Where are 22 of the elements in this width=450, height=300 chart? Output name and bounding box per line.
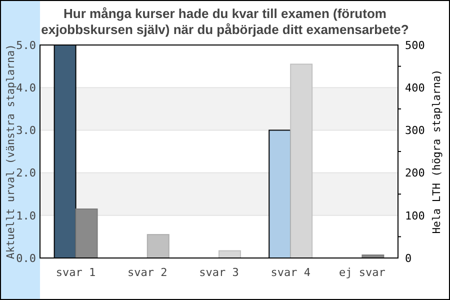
bar: [75, 208, 98, 258]
y-tick-label: 5.0: [16, 38, 36, 52]
x-tick-label: svar 3: [199, 266, 239, 279]
y-tick-label: 0.0: [16, 252, 36, 265]
y-tick-label: 1.0: [16, 209, 36, 222]
bar: [146, 234, 170, 258]
chart-title: Hur många kurser hade du kvar till examen (förutom exjobbskursen själv) när du påbörjade ditt examensarbete?: [41, 6, 409, 37]
y2-tick-label: 300: [405, 124, 425, 138]
y2-tick-label: 200: [405, 166, 425, 180]
y2-tick-label: 400: [405, 81, 425, 94]
y2-tick-label: 100: [405, 209, 425, 222]
y2-tick-label: 0: [405, 252, 412, 265]
x-tick-label: svar 1: [56, 266, 96, 279]
x-tick-label: ej svar: [339, 266, 386, 279]
y2-axis-title: Hela LTH (högra staplarna): [431, 69, 443, 234]
x-tick-label: svar 4: [270, 266, 311, 279]
y2-tick-label: 500: [405, 38, 425, 52]
y-tick-label: 3.0: [16, 124, 36, 138]
x-tick-label: svar 2: [128, 266, 168, 279]
y-axis-title: Aktuellt urval (vänstra staplarna): [5, 44, 17, 259]
y-tick-label: 4.0: [16, 81, 36, 94]
y-tick-label: 2.0: [16, 166, 36, 180]
